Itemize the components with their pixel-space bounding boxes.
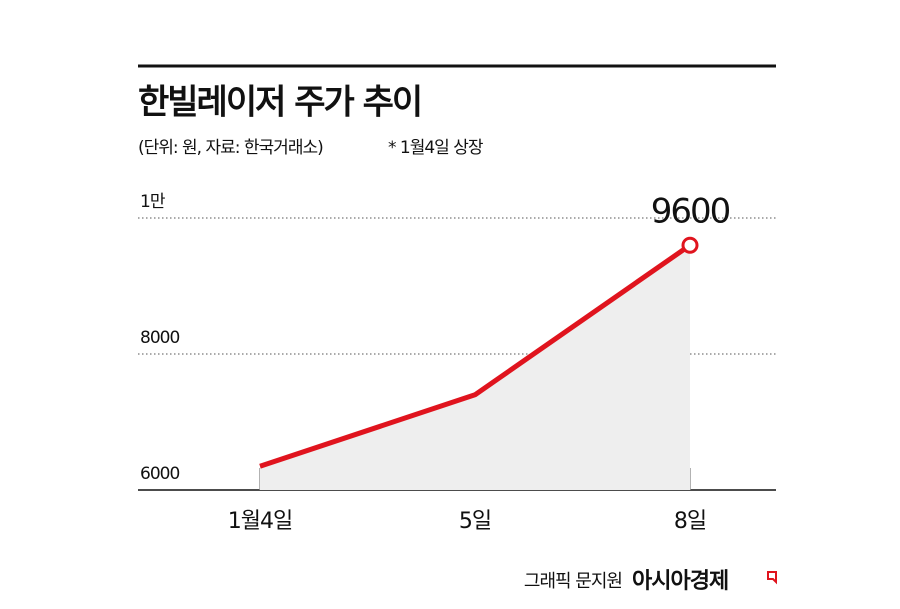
y-tick-label: 6000 [140,464,179,484]
y-tick-label: 8000 [140,328,179,348]
x-tick-label: 8일 [674,509,706,534]
chart-note: * 1월4일 상장 [388,138,484,158]
brand: 아시아경제 [632,569,728,594]
chart-title: 한빌레이저 주가 추이 [138,83,421,123]
brand-icon [767,571,777,585]
area [260,245,690,490]
chart-subtitle: (단위: 원, 자료: 한국거래소) [138,138,323,158]
credit: 그래픽 문지원 [524,571,622,592]
x-tick-label: 5일 [459,509,491,534]
value-label: 9600 [651,192,730,232]
x-tick-label: 1월4일 [228,509,292,534]
y-tick-label: 1만 [140,192,166,212]
end-marker [681,236,699,254]
line [259,243,692,469]
